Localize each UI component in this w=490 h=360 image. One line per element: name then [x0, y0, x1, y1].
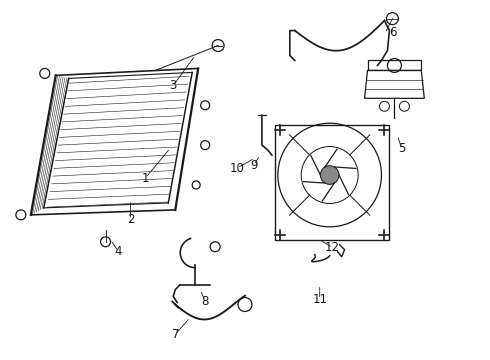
Text: 7: 7 [172, 328, 179, 341]
Text: 1: 1 [142, 171, 149, 185]
Bar [368, 60, 421, 71]
Text: 12: 12 [325, 241, 340, 254]
Bar [275, 125, 390, 240]
Circle shape [320, 166, 339, 184]
Text: 8: 8 [201, 295, 209, 308]
Text: 10: 10 [230, 162, 245, 175]
Text: 9: 9 [250, 158, 258, 172]
Text: 4: 4 [115, 245, 122, 258]
Text: 3: 3 [170, 79, 177, 92]
Text: 2: 2 [127, 213, 134, 226]
Text: 5: 5 [398, 141, 405, 155]
Text: 11: 11 [312, 293, 327, 306]
Text: 6: 6 [389, 26, 396, 39]
